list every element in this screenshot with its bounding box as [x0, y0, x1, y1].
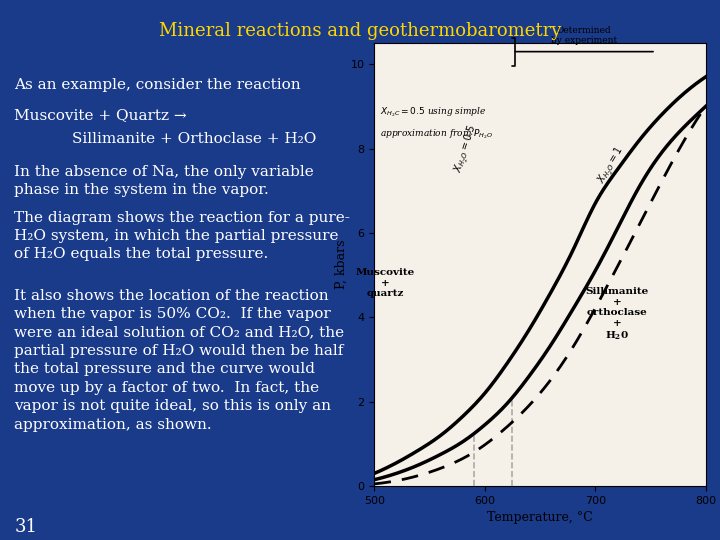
Text: It also shows the location of the reaction
when the vapor is 50% CO₂.  If the va: It also shows the location of the reacti… — [14, 289, 345, 431]
Text: $X_{H_2O}=0.5$: $X_{H_2O}=0.5$ — [451, 123, 482, 175]
Text: In the absence of Na, the only variable
phase in the system in the vapor.: In the absence of Na, the only variable … — [14, 165, 314, 197]
Text: approximation from $P_{H_2O}$: approximation from $P_{H_2O}$ — [380, 127, 493, 140]
Text: 31: 31 — [14, 518, 37, 536]
Text: Muscovite
+
quartz: Muscovite + quartz — [356, 268, 415, 298]
Text: As an example, consider the reaction: As an example, consider the reaction — [14, 78, 301, 92]
Text: $X_{H_2O}=1$: $X_{H_2O}=1$ — [595, 145, 629, 187]
Text: Determined
by experiment: Determined by experiment — [551, 26, 617, 45]
Text: The diagram shows the reaction for a pure-
H₂O system, in which the partial pres: The diagram shows the reaction for a pur… — [14, 211, 350, 261]
Text: Mineral reactions and geothermobarometry: Mineral reactions and geothermobarometry — [159, 22, 561, 39]
Text: Sillimanite + Orthoclase + H₂O: Sillimanite + Orthoclase + H₂O — [72, 132, 316, 146]
Y-axis label: P, kbars: P, kbars — [335, 240, 348, 289]
Text: Muscovite + Quartz →: Muscovite + Quartz → — [14, 108, 187, 122]
X-axis label: Temperature, °C: Temperature, °C — [487, 511, 593, 524]
Text: Sillimanite
+
orthoclase
+
$\mathregular{H_2}$0: Sillimanite + orthoclase + $\mathregular… — [585, 287, 649, 342]
Text: $X_{H_2C} = 0.5$ using simple: $X_{H_2C} = 0.5$ using simple — [380, 106, 487, 119]
